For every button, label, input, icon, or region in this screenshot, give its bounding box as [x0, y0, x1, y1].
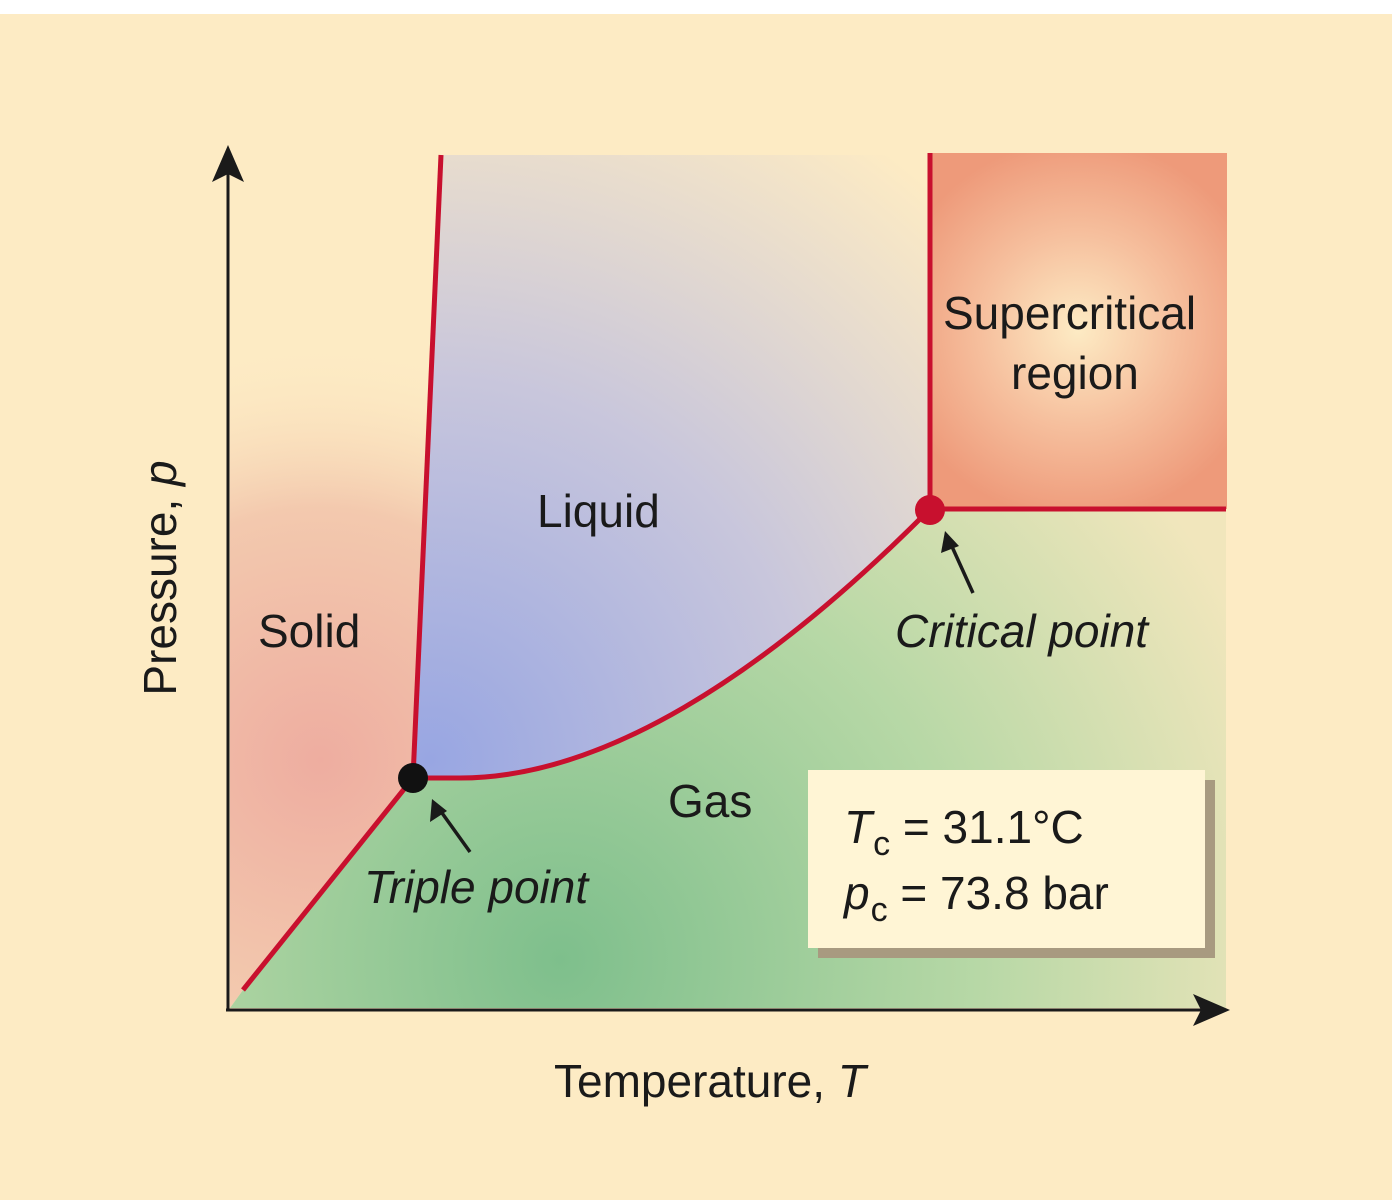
critical-temperature-subscript: c	[873, 825, 891, 863]
critical-values-box: Tc = 31.1°C pc = 73.8 bar	[808, 770, 1205, 948]
critical-pressure-value: = 73.8 bar	[900, 867, 1109, 919]
x-axis-arrow-icon	[1193, 994, 1230, 1026]
critical-point-arrowhead-icon	[941, 531, 959, 553]
critical-pressure-subscript: c	[870, 891, 888, 929]
critical-point-label: Critical point	[895, 605, 1149, 657]
critical-temperature-symbol: T	[844, 801, 873, 853]
triple-point-label: Triple point	[364, 861, 589, 913]
liquid-label: Liquid	[537, 485, 660, 537]
y-axis-arrow-icon	[212, 145, 244, 182]
sublimation-curve	[241, 776, 415, 992]
triple-point-arrowhead-icon	[430, 799, 447, 822]
y-axis-symbol: p	[134, 460, 186, 486]
solid-region	[230, 155, 441, 1008]
critical-temperature-value: = 31.1°C	[902, 801, 1084, 853]
supercritical-label-line2: region	[1011, 347, 1139, 399]
critical-pressure-symbol: p	[844, 867, 870, 919]
y-axis-label: Pressure,	[134, 498, 186, 696]
liquid-region	[413, 155, 930, 778]
solid-liquid-boundary	[410, 154, 444, 779]
critical-point-marker	[915, 495, 945, 525]
x-axis-symbol: T	[837, 1055, 866, 1107]
x-axis-label: Temperature,	[554, 1055, 826, 1107]
supercritical-region	[930, 153, 1227, 509]
supercritical-label-line1: Supercritical	[943, 287, 1197, 339]
y-axis-title: Pressure, p	[134, 460, 186, 696]
triple-point-marker	[398, 763, 428, 793]
vaporization-curve	[413, 507, 932, 781]
critical-pressure-line: pc = 73.8 bar	[844, 866, 1109, 929]
x-axis-title: Temperature, T	[554, 1058, 866, 1104]
gas-label: Gas	[668, 775, 753, 827]
solid-label: Solid	[258, 605, 361, 657]
critical-point-arrow-icon	[947, 539, 975, 594]
critical-temperature-line: Tc = 31.1°C	[844, 800, 1084, 863]
